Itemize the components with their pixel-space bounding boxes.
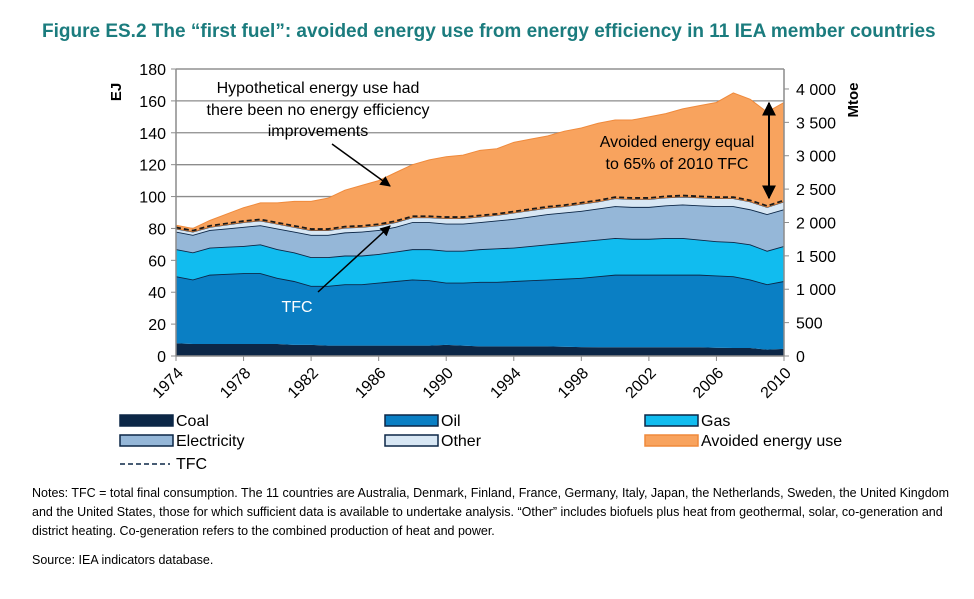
y-tick-label: 120 [139, 158, 166, 175]
area-other [176, 196, 784, 235]
y2-tick-label: 4 000 [796, 82, 836, 99]
legend-label: Other [441, 433, 482, 450]
y-tick-label: 80 [148, 221, 166, 238]
y2-tick-label: 2 500 [796, 182, 836, 199]
legend-label: TFC [176, 456, 207, 473]
stacked-area-chart: 0 20 40 60 80 100 120 140 160 180 0 500 1 000 1 500 2 … [108, 62, 862, 473]
figure-title: Figure ES.2 The “first fuel”: avoided en… [42, 21, 936, 42]
y2-tick-label: 3 000 [796, 149, 836, 166]
legend: Coal Oil Gas Electricity Other Avoided energy… [119, 413, 842, 473]
legend-label: Gas [701, 413, 730, 430]
avoided-line-2: to 65% of 2010 TFC [606, 156, 749, 173]
area-electricity [176, 204, 784, 258]
legend-swatch-coal [119, 414, 174, 427]
x-tick-label: 2010 [758, 365, 795, 402]
tfc-annotation: TFC [281, 299, 312, 316]
hypothetical-line-1: Hypothetical energy use had [217, 80, 420, 97]
legend-swatch-electricity [119, 434, 174, 447]
y-tick-label: 60 [148, 253, 166, 270]
avoided-line-1: Avoided energy equal [600, 134, 755, 151]
x-tick-label: 1974 [150, 365, 187, 402]
avoided-annotation: Avoided energy equal to 65% of 2010 TFC [600, 134, 755, 173]
x-tick-label: 1994 [487, 365, 524, 402]
y2-axis-label: Mtoe [845, 83, 862, 118]
legend-label: Oil [441, 413, 461, 430]
legend-swatch-oil [384, 414, 439, 427]
y-tick-label: 140 [139, 126, 166, 143]
y-tick-label: 0 [157, 349, 166, 366]
y2-tick-label: 3 500 [796, 115, 836, 132]
hypothetical-line-2: there been no energy efficiency [207, 102, 430, 119]
hypothetical-line-3: improvements [268, 123, 368, 140]
y2-tick-label: 1 500 [796, 249, 836, 266]
figure-source: Source: IEA indicators database. [32, 553, 214, 567]
legend-swatch-gas [644, 414, 699, 427]
x-tick-label: 1990 [420, 365, 457, 402]
y-axis-label: EJ [108, 83, 125, 101]
x-tick-label: 1986 [352, 365, 389, 402]
x-tick-label: 1982 [285, 365, 322, 402]
x-tick-label: 2006 [690, 365, 727, 402]
y-tick-label: 20 [148, 317, 166, 334]
hypothetical-annotation: Hypothetical energy use had there been n… [207, 80, 430, 140]
legend-swatch-avoided-energy-use [644, 434, 699, 447]
y2-tick-label: 0 [796, 349, 805, 366]
tfc-line [175, 194, 785, 232]
x-tick-label: 2002 [623, 365, 660, 402]
y-tick-label: 160 [139, 94, 166, 111]
x-tick-label: 1998 [555, 365, 592, 402]
hypothetical-arrow [331, 143, 391, 187]
y-tick-label: 100 [139, 190, 166, 207]
y-tick-label: 40 [148, 285, 166, 302]
legend-label: Avoided energy use [701, 433, 842, 450]
tfc-arrow [317, 225, 391, 293]
y2-tick-label: 2 000 [796, 215, 836, 232]
y-tick-label: 180 [139, 62, 166, 79]
figure-footer: Notes: TFC = total final consumption. Th… [32, 484, 962, 570]
legend-label: Electricity [176, 433, 244, 450]
legend-swatch-other [384, 434, 439, 447]
legend-label: Coal [176, 413, 209, 430]
x-tick-label: 1978 [217, 365, 254, 402]
y2-tick-label: 1 000 [796, 282, 836, 299]
area-gas [176, 238, 784, 286]
area-layers [175, 92, 785, 356]
y2-tick-label: 500 [796, 316, 823, 333]
area-coal [176, 343, 784, 356]
figure-notes: Notes: TFC = total final consumption. Th… [32, 486, 950, 538]
area-oil [176, 273, 784, 350]
